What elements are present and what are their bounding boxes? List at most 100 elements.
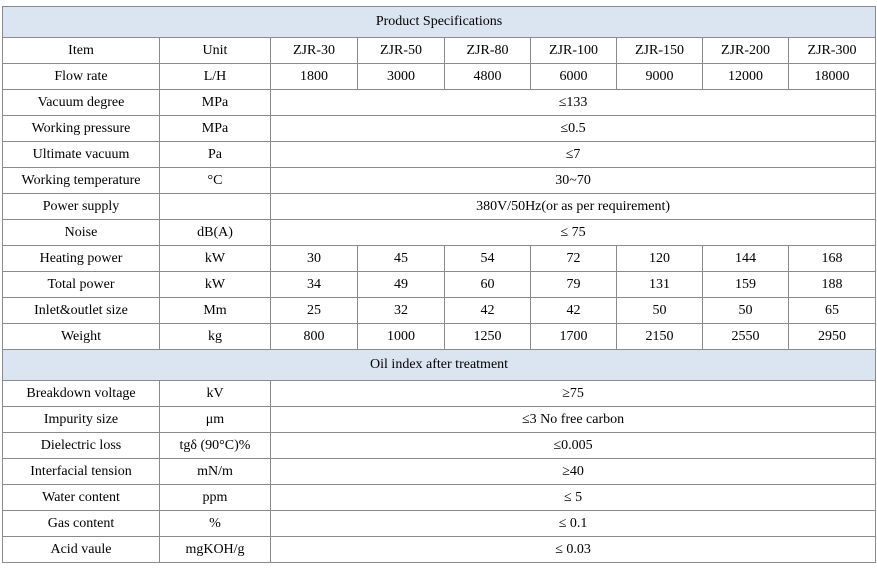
table-row: Noise dB(A) ≤ 75 [2, 219, 877, 246]
row-value: 131 [616, 271, 703, 298]
column-header-row: Item Unit ZJR-30 ZJR-50 ZJR-80 ZJR-100 Z… [2, 37, 877, 64]
row-unit: ppm [159, 484, 271, 511]
row-unit: % [159, 510, 271, 537]
table-row: Working temperature °C 30~70 [2, 167, 877, 194]
row-value: 54 [444, 245, 531, 272]
row-label: Weight [2, 323, 160, 350]
row-value: 79 [530, 271, 617, 298]
row-value: 32 [357, 297, 445, 324]
row-value: 188 [787, 271, 877, 298]
column-header-item: Item [2, 37, 160, 64]
table-row: Inlet&outlet size Mm 25 32 42 42 50 50 6… [2, 297, 877, 324]
table-row: Impurity size μm ≤3 No free carbon [2, 406, 877, 433]
row-value: 49 [357, 271, 445, 298]
row-label: Ultimate vacuum [2, 141, 160, 168]
row-unit: mN/m [159, 458, 271, 485]
row-label: Acid vaule [2, 536, 160, 563]
section-title-oil-index: Oil index after treatment [1, 349, 877, 381]
row-label: Dielectric loss [2, 432, 160, 459]
row-label: Breakdown voltage [2, 380, 160, 407]
row-value-merged: 380V/50Hz(or as per requirement) [269, 193, 877, 220]
column-header-unit: Unit [159, 37, 271, 64]
row-unit: kW [159, 271, 271, 298]
row-unit: Mm [159, 297, 271, 324]
row-value: 1700 [530, 323, 617, 350]
row-unit: MPa [159, 115, 271, 142]
row-value: 168 [787, 245, 877, 272]
table-row: Interfacial tension mN/m ≥40 [2, 458, 877, 485]
table-row: Flow rate L/H 1800 3000 4800 6000 9000 1… [2, 63, 877, 90]
row-unit [159, 193, 271, 220]
row-value: 45 [357, 245, 445, 272]
row-label: Working pressure [2, 115, 160, 142]
table-row: Heating power kW 30 45 54 72 120 144 168 [2, 245, 877, 272]
row-label: Interfacial tension [2, 458, 160, 485]
row-label: Heating power [2, 245, 160, 272]
column-header-model: ZJR-50 [357, 37, 445, 64]
row-label: Total power [2, 271, 160, 298]
table-row: Weight kg 800 1000 1250 1700 2150 2550 2… [2, 323, 877, 350]
row-value: 30 [270, 245, 358, 272]
row-value: 3000 [357, 63, 445, 90]
row-value: 34 [270, 271, 358, 298]
section-header-row: Product Specifications [1, 6, 877, 38]
table-row: Power supply 380V/50Hz(or as per require… [2, 193, 877, 220]
row-value-merged: ≤0.005 [269, 432, 877, 459]
row-value-merged: ≤ 75 [269, 219, 877, 246]
row-unit: Pa [159, 141, 271, 168]
row-value: 800 [270, 323, 358, 350]
row-value: 12000 [702, 63, 789, 90]
row-label: Inlet&outlet size [2, 297, 160, 324]
table-row: Acid vaule mgKOH/g ≤ 0.03 [2, 536, 877, 563]
row-unit: tgδ (90°C)% [159, 432, 271, 459]
row-label: Power supply [2, 193, 160, 220]
row-value-merged: ≤0.5 [269, 115, 877, 142]
row-unit: μm [159, 406, 271, 433]
row-value: 2550 [702, 323, 789, 350]
row-value-merged: ≥40 [269, 458, 877, 485]
row-value-merged: ≤ 5 [269, 484, 877, 511]
row-value: 65 [787, 297, 877, 324]
row-unit: MPa [159, 89, 271, 116]
row-unit: mgKOH/g [159, 536, 271, 563]
row-label: Vacuum degree [2, 89, 160, 116]
row-value: 25 [270, 297, 358, 324]
row-value: 159 [702, 271, 789, 298]
row-value: 72 [530, 245, 617, 272]
column-header-model: ZJR-300 [787, 37, 877, 64]
table-row: Water content ppm ≤ 5 [2, 484, 877, 511]
row-unit: L/H [159, 63, 271, 90]
specifications-table: Product Specifications Item Unit ZJR-30 … [1, 6, 877, 563]
row-value: 6000 [530, 63, 617, 90]
table-row: Ultimate vacuum Pa ≤7 [2, 141, 877, 168]
column-header-model: ZJR-200 [702, 37, 789, 64]
row-unit: kV [159, 380, 271, 407]
row-value-merged: ≥75 [269, 380, 877, 407]
table-row: Vacuum degree MPa ≤133 [2, 89, 877, 116]
row-unit: kW [159, 245, 271, 272]
row-label: Impurity size [2, 406, 160, 433]
table-row: Breakdown voltage kV ≥75 [2, 380, 877, 407]
row-label: Noise [2, 219, 160, 246]
row-unit: °C [159, 167, 271, 194]
table-row: Working pressure MPa ≤0.5 [2, 115, 877, 142]
row-label: Flow rate [2, 63, 160, 90]
row-label: Water content [2, 484, 160, 511]
row-value: 50 [616, 297, 703, 324]
row-value: 1250 [444, 323, 531, 350]
row-value: 1000 [357, 323, 445, 350]
row-value: 1800 [270, 63, 358, 90]
row-value-merged: ≤3 No free carbon [269, 406, 877, 433]
section-title-specifications: Product Specifications [1, 6, 877, 38]
row-value-merged: ≤7 [269, 141, 877, 168]
row-value: 42 [444, 297, 531, 324]
column-header-model: ZJR-100 [530, 37, 617, 64]
row-value-merged: ≤ 0.1 [269, 510, 877, 537]
row-value: 4800 [444, 63, 531, 90]
section-header-row: Oil index after treatment [1, 349, 877, 381]
row-unit: kg [159, 323, 271, 350]
row-value: 2950 [787, 323, 877, 350]
column-header-model: ZJR-30 [270, 37, 358, 64]
row-value: 50 [702, 297, 789, 324]
row-value: 144 [702, 245, 789, 272]
